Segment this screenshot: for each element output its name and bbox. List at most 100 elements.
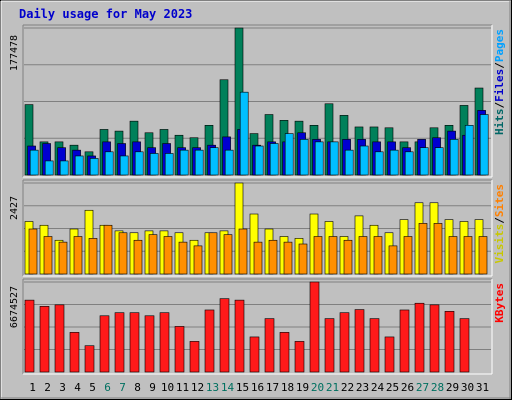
x-tick-day-8: 8	[134, 381, 141, 394]
y-max-label: 6674527	[9, 286, 20, 328]
x-tick-day-27: 27	[416, 381, 429, 394]
side-legend-1: Hits/Files/Pages	[493, 29, 506, 135]
bar-sites-day-5	[88, 238, 98, 275]
bar-sites-day-16	[253, 241, 263, 275]
x-tick-day-18: 18	[281, 381, 294, 394]
bar-kbytes-day-6	[99, 315, 110, 373]
x-tick-day-31: 31	[476, 381, 489, 394]
bar-sites-day-21	[328, 236, 338, 275]
bar-kbytes-day-4	[69, 332, 80, 373]
x-tick-day-23: 23	[356, 381, 369, 394]
bar-kbytes-day-3	[54, 304, 65, 373]
bar-pages-day-31	[479, 114, 489, 176]
bar-sites-day-20	[313, 236, 323, 275]
bar-sites-day-10	[163, 236, 173, 275]
bar-pages-day-8	[134, 151, 144, 176]
x-tick-day-20: 20	[311, 381, 324, 394]
bar-sites-day-25	[388, 245, 398, 275]
bar-kbytes-day-29	[444, 311, 455, 373]
x-tick-day-15: 15	[236, 381, 249, 394]
x-tick-day-6: 6	[104, 381, 111, 394]
bar-sites-day-24	[373, 236, 383, 275]
bar-kbytes-day-5	[84, 345, 95, 373]
x-tick-day-19: 19	[296, 381, 309, 394]
legend-entry-2-1: /	[493, 217, 506, 224]
bar-sites-day-29	[448, 236, 458, 275]
bar-kbytes-day-21	[324, 318, 335, 373]
bar-kbytes-day-20	[309, 281, 320, 373]
x-tick-day-2: 2	[44, 381, 51, 394]
panel-2: 2427 Visits/Sites	[9, 179, 506, 277]
bar-pages-day-16	[254, 145, 264, 176]
bar-sites-day-23	[358, 236, 368, 275]
legend-entry-2-2: Sites	[493, 184, 506, 217]
bar-sites-day-22	[343, 239, 353, 275]
x-tick-day-5: 5	[89, 381, 96, 394]
bar-kbytes-day-2	[39, 306, 50, 373]
legend-entry-1-4: Pages	[493, 29, 506, 62]
bar-kbytes-day-22	[339, 312, 350, 373]
bar-pages-day-15	[239, 91, 249, 176]
bar-pages-day-14	[224, 149, 234, 176]
bar-sites-day-31	[478, 236, 488, 275]
x-tick-day-30: 30	[461, 381, 474, 394]
bar-sites-day-30	[463, 236, 473, 275]
bar-kbytes-day-11	[174, 326, 185, 373]
bar-kbytes-day-17	[264, 318, 275, 373]
bar-pages-day-27	[419, 147, 429, 176]
bar-pages-day-5	[89, 158, 99, 176]
bar-kbytes-day-25	[384, 336, 395, 373]
x-tick-day-3: 3	[59, 381, 66, 394]
bar-sites-day-11	[178, 241, 188, 275]
bar-kbytes-day-12	[189, 341, 200, 373]
bar-sites-day-26	[403, 236, 413, 275]
bar-kbytes-day-15	[234, 299, 245, 373]
panel-3: 6674527 KBytes	[9, 278, 506, 375]
bar-kbytes-day-27	[414, 302, 425, 373]
y-max-label: 2427	[9, 196, 20, 220]
x-tick-day-13: 13	[206, 381, 219, 394]
legend-entry-1-3: /	[493, 62, 506, 69]
side-legend-2: Visits/Sites	[493, 184, 506, 264]
bar-kbytes-day-24	[369, 318, 380, 373]
bar-sites-day-13	[208, 232, 218, 275]
bar-kbytes-day-23	[354, 309, 365, 373]
bar-pages-day-1	[29, 149, 39, 176]
bar-sites-day-7	[118, 232, 128, 275]
x-tick-day-25: 25	[386, 381, 399, 394]
bar-sites-day-19	[298, 243, 308, 275]
legend-entry-1-1: /	[493, 102, 506, 109]
bar-kbytes-day-13	[204, 309, 215, 373]
bar-pages-day-29	[449, 139, 459, 176]
x-tick-day-21: 21	[326, 381, 339, 394]
x-tick-day-14: 14	[221, 381, 235, 394]
x-tick-day-16: 16	[251, 381, 264, 394]
x-tick-day-22: 22	[341, 381, 354, 394]
bar-pages-day-25	[389, 149, 399, 176]
bar-kbytes-day-30	[459, 318, 470, 373]
bar-sites-day-12	[193, 245, 203, 275]
bar-pages-day-23	[359, 145, 369, 176]
bar-sites-day-6	[103, 224, 113, 275]
x-tick-day-26: 26	[401, 381, 414, 394]
bar-pages-day-21	[329, 141, 339, 176]
bar-kbytes-day-26	[399, 309, 410, 373]
bar-pages-day-13	[209, 147, 219, 176]
bar-kbytes-day-9	[144, 315, 155, 373]
x-tick-day-29: 29	[446, 381, 459, 394]
x-tick-day-28: 28	[431, 381, 444, 394]
x-tick-day-4: 4	[74, 381, 81, 394]
bar-pages-day-11	[179, 149, 189, 176]
x-tick-day-12: 12	[191, 381, 204, 394]
bar-sites-day-15	[238, 228, 248, 275]
bar-kbytes-day-18	[279, 332, 290, 373]
bar-kbytes-day-28	[429, 304, 440, 373]
bar-pages-day-26	[404, 151, 414, 176]
bar-pages-day-10	[164, 153, 174, 176]
x-tick-day-1: 1	[29, 381, 36, 394]
bar-pages-day-30	[464, 125, 474, 176]
bar-sites-day-3	[58, 241, 68, 275]
bar-kbytes-day-16	[249, 336, 260, 373]
bar-kbytes-day-7	[114, 312, 125, 373]
